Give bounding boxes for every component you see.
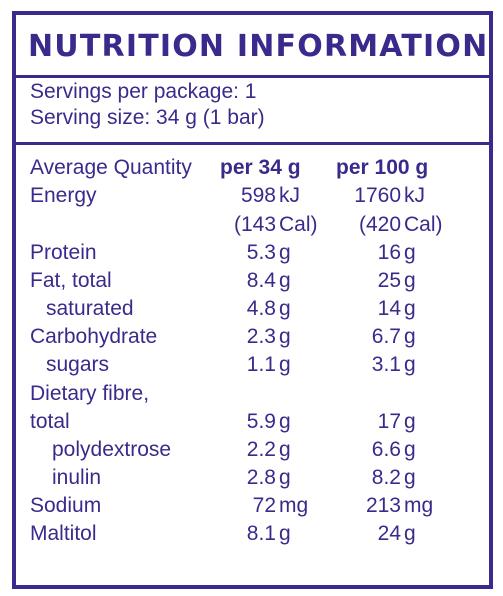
- per-serving-unit: g: [279, 297, 291, 320]
- row-label: Fat, total: [30, 269, 112, 292]
- per-serving-value: 72: [252, 494, 276, 517]
- per-serving-value: 1.1: [246, 353, 276, 376]
- per-100g-value: 25: [377, 269, 401, 292]
- per-100g-unit: g: [404, 522, 416, 545]
- per-100g-value: 3.1: [371, 353, 401, 376]
- per-100g-unit: kJ: [404, 184, 425, 207]
- per-serving-unit: g: [279, 325, 291, 348]
- table-row: Sodium 72 mg 213 mg: [16, 492, 489, 520]
- per-serving-unit: mg: [279, 494, 309, 517]
- per-100g-value: 1760: [354, 184, 401, 207]
- table-row: Dietary fibre,: [16, 380, 489, 408]
- per-100g-unit: g: [404, 241, 416, 264]
- table-row: Carbohydrate 2.3 g 6.7 g: [16, 323, 489, 351]
- per-serving-value: (143: [233, 213, 276, 236]
- per-100g-unit: g: [404, 466, 416, 489]
- per-100g-value: 17: [377, 410, 401, 433]
- table-row: Maltitol 8.1 g 24 g: [16, 520, 489, 548]
- per-100g-value: 6.6: [371, 438, 401, 461]
- servings-per-package: Servings per package: 1: [30, 80, 257, 103]
- row-label: Energy: [30, 184, 97, 207]
- per-100g-value: 16: [377, 241, 401, 264]
- table-row: sugars 1.1 g 3.1 g: [16, 351, 489, 379]
- per-serving-value: 5.3: [246, 241, 276, 264]
- per-100g-value: 8.2: [371, 466, 401, 489]
- table-row: Fat, total 8.4 g 25 g: [16, 267, 489, 295]
- panel-title: NUTRITION INFORMATION: [28, 29, 489, 64]
- row-label: Maltitol: [30, 522, 97, 545]
- per-serving-value: 2.8: [246, 466, 276, 489]
- per-100g-value: 14: [377, 297, 401, 320]
- per-serving-value: 8.4: [246, 269, 276, 292]
- row-label: polydextrose: [52, 438, 172, 461]
- table-row: (143 Cal) (420 Cal): [16, 211, 489, 239]
- per-100g-value: 6.7: [371, 325, 401, 348]
- per-serving-value: 2.2: [246, 438, 276, 461]
- row-label: saturated: [46, 297, 134, 320]
- per-serving-unit: g: [279, 241, 291, 264]
- per-100g-value: 213: [365, 494, 401, 517]
- per-100g-unit: g: [404, 438, 416, 461]
- row-label: Carbohydrate: [30, 325, 158, 348]
- row-label: Sodium: [30, 494, 102, 517]
- table-row: saturated 4.8 g 14 g: [16, 295, 489, 323]
- row-label: Protein: [30, 241, 97, 264]
- column-header-row: Average Quantity per 34 g per 100 g: [16, 154, 489, 182]
- per-100g-unit: g: [404, 353, 416, 376]
- table-row: total 5.9 g 17 g: [16, 408, 489, 436]
- per-serving-value: 8.1: [246, 522, 276, 545]
- per-100g-value: 24: [377, 522, 401, 545]
- serving-size: Serving size: 34 g (1 bar): [30, 106, 265, 129]
- serving-divider: [16, 142, 489, 145]
- per-100g-unit: g: [404, 297, 416, 320]
- table-row: polydextrose 2.2 g 6.6 g: [16, 436, 489, 464]
- per-serving-value: 2.3: [246, 325, 276, 348]
- table-row: Protein 5.3 g 16 g: [16, 239, 489, 267]
- per-100g-unit: g: [404, 325, 416, 348]
- per-serving-value: 4.8: [246, 297, 276, 320]
- row-label: sugars: [46, 353, 110, 376]
- title-divider: [16, 75, 489, 78]
- per-serving-unit: kJ: [279, 184, 300, 207]
- column-header-per-serving: per 34 g: [220, 156, 301, 179]
- nutrition-panel: NUTRITION INFORMATION Servings per packa…: [12, 11, 493, 589]
- per-serving-unit: g: [279, 438, 291, 461]
- row-label: Dietary fibre,: [30, 382, 150, 405]
- table-row: Energy 598 kJ 1760 kJ: [16, 182, 489, 210]
- per-100g-unit: Cal): [404, 213, 443, 236]
- per-100g-unit: g: [404, 269, 416, 292]
- per-serving-unit: g: [279, 269, 291, 292]
- per-100g-unit: mg: [404, 494, 434, 517]
- per-serving-value: 598: [240, 184, 276, 207]
- per-serving-value: 5.9: [246, 410, 276, 433]
- per-100g-unit: g: [404, 410, 416, 433]
- column-header-label: Average Quantity: [30, 156, 192, 179]
- column-header-per-100g: per 100 g: [336, 156, 429, 179]
- per-100g-value: (420: [358, 213, 401, 236]
- row-label: total: [30, 410, 70, 433]
- row-label: inulin: [52, 466, 102, 489]
- per-serving-unit: g: [279, 410, 291, 433]
- table-row: inulin 2.8 g 8.2 g: [16, 464, 489, 492]
- per-serving-unit: g: [279, 466, 291, 489]
- per-serving-unit: Cal): [279, 213, 318, 236]
- per-serving-unit: g: [279, 522, 291, 545]
- per-serving-unit: g: [279, 353, 291, 376]
